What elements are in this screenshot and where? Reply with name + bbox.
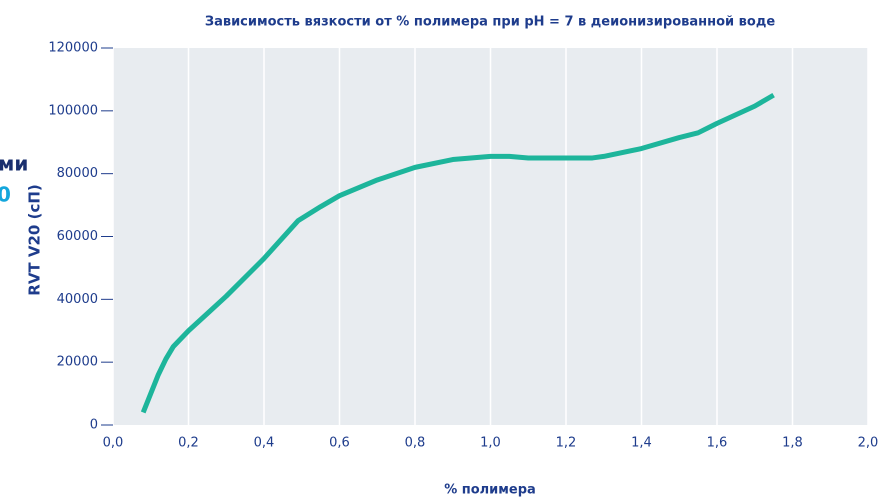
y-tick-label: 40000 <box>57 292 98 307</box>
x-tick-label: 0,0 <box>103 436 124 451</box>
x-tick-label: 1,6 <box>707 436 728 451</box>
x-tick-label: 1,0 <box>480 436 501 451</box>
annotation: ми <box>0 152 28 176</box>
x-tick-label: 0,8 <box>405 436 426 451</box>
y-tick-label: 0 <box>90 418 98 433</box>
y-tick-label: 100000 <box>48 103 98 118</box>
x-tick-label: 0,2 <box>178 436 199 451</box>
chart-title: Зависимость вязкости от % полимера при p… <box>205 15 776 30</box>
y-tick-label: 60000 <box>57 229 98 244</box>
y-tick-label: 120000 <box>48 41 98 56</box>
x-axis-label: % полимера <box>444 483 536 498</box>
y-axis-label: RVT V20 (сП) <box>26 184 44 295</box>
annotation: 0 <box>0 183 11 207</box>
x-tick-label: 1,8 <box>782 436 803 451</box>
x-tick-label: 0,4 <box>254 436 275 451</box>
y-tick-label: 80000 <box>57 166 98 181</box>
x-tick-label: 1,2 <box>556 436 577 451</box>
x-tick-label: 1,4 <box>631 436 652 451</box>
x-tick-label: 2,0 <box>858 436 879 451</box>
x-tick-label: 0,6 <box>329 436 350 451</box>
data-line <box>140 92 775 414</box>
y-tick-label: 20000 <box>57 355 98 370</box>
